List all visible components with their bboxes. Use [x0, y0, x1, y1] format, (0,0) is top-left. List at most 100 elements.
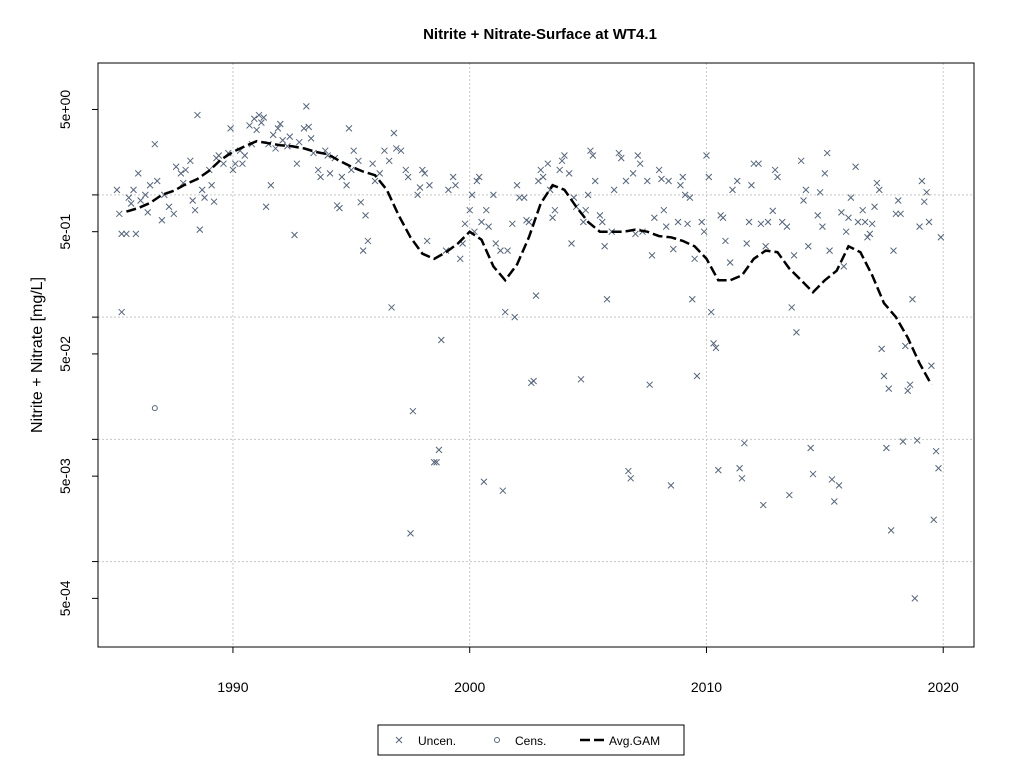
- point-uncen: [677, 181, 684, 189]
- point-uncen: [740, 439, 748, 447]
- point-uncen: [757, 220, 765, 228]
- point-uncen: [591, 177, 599, 185]
- point-uncen: [925, 218, 933, 226]
- point-uncen: [388, 304, 395, 311]
- point-uncen: [878, 345, 886, 353]
- point-uncen: [913, 437, 921, 444]
- point-uncen: [125, 194, 133, 201]
- point-uncen: [231, 160, 239, 168]
- point-uncen: [419, 166, 426, 174]
- point-uncen: [937, 233, 945, 241]
- point-uncen: [376, 170, 384, 177]
- point-uncen: [859, 206, 867, 214]
- point-uncen: [357, 198, 365, 206]
- point-uncen: [565, 170, 573, 177]
- point-uncen: [260, 114, 268, 121]
- point-uncen: [416, 184, 424, 191]
- point-uncen: [165, 203, 173, 211]
- data-points: [113, 103, 945, 602]
- point-uncen: [868, 220, 876, 228]
- point-uncen: [532, 292, 540, 299]
- point-uncen: [577, 375, 585, 383]
- point-uncen: [556, 166, 564, 174]
- point-uncen: [873, 179, 881, 187]
- point-uncen: [478, 218, 485, 226]
- point-uncen: [215, 152, 223, 159]
- point-uncen: [589, 152, 597, 159]
- point-uncen: [198, 186, 206, 194]
- legend-box: [377, 724, 685, 756]
- point-uncen: [750, 160, 758, 168]
- point-uncen: [579, 218, 587, 226]
- gam-line: [126, 139, 933, 386]
- point-uncen: [508, 220, 516, 228]
- point-uncen: [492, 240, 500, 247]
- point-uncen: [520, 194, 528, 201]
- point-uncen: [658, 175, 665, 183]
- point-uncen: [736, 464, 743, 472]
- point-uncen: [452, 181, 459, 189]
- point-uncen: [719, 214, 727, 222]
- point-uncen: [918, 177, 926, 185]
- point-uncen: [355, 157, 362, 165]
- point-uncen: [809, 470, 817, 478]
- point-uncen: [314, 166, 322, 174]
- point-uncen: [404, 173, 412, 181]
- point-uncen: [317, 173, 324, 181]
- point-uncen: [177, 170, 185, 177]
- point-uncen: [911, 595, 919, 602]
- point-uncen: [622, 177, 630, 185]
- point-uncen: [826, 247, 833, 254]
- legend-marker-cens: [494, 737, 500, 743]
- point-uncen: [423, 237, 431, 245]
- point-uncen: [511, 313, 519, 321]
- point-uncen: [887, 527, 895, 534]
- point-uncen: [345, 125, 353, 132]
- point-uncen: [816, 188, 824, 196]
- point-uncen: [369, 160, 376, 168]
- point-uncen: [286, 133, 294, 140]
- point-uncen: [674, 218, 682, 226]
- point-uncen: [660, 206, 668, 214]
- point-uncen: [632, 230, 639, 238]
- point-uncen: [807, 444, 814, 452]
- point-uncen: [227, 125, 234, 132]
- point-uncen: [904, 387, 912, 395]
- point-uncen: [172, 163, 180, 171]
- point-uncen: [828, 476, 836, 483]
- point-uncen: [894, 197, 902, 204]
- point-uncen: [456, 255, 464, 263]
- point-uncen: [525, 218, 533, 226]
- point-uncen: [802, 186, 810, 194]
- point-uncen: [158, 216, 166, 224]
- point-uncen: [132, 230, 140, 238]
- point-uncen: [305, 123, 313, 131]
- point-uncen: [885, 385, 893, 392]
- point-uncen: [916, 223, 923, 230]
- point-uncen: [783, 223, 791, 230]
- x-tick-label: 2000: [454, 679, 485, 695]
- point-uncen: [684, 220, 691, 228]
- point-uncen: [842, 228, 850, 236]
- point-uncen: [852, 163, 859, 171]
- point-uncen: [433, 458, 440, 466]
- point-uncen: [544, 160, 552, 168]
- point-uncen: [840, 263, 848, 270]
- point-uncen: [705, 173, 713, 181]
- point-uncen: [733, 177, 741, 185]
- point-uncen: [897, 210, 904, 218]
- point-uncen: [442, 247, 450, 254]
- point-uncen: [539, 173, 547, 181]
- point-uncen: [127, 200, 135, 207]
- point-uncen: [788, 304, 796, 311]
- point-uncen: [710, 340, 717, 347]
- point-uncen: [932, 447, 940, 455]
- point-uncen: [835, 482, 843, 489]
- point-uncen: [402, 166, 410, 174]
- point-uncen: [302, 103, 310, 110]
- point-uncen: [295, 138, 303, 146]
- chart-title: Nitrite + Nitrate-Surface at WT4.1: [423, 26, 657, 43]
- point-uncen: [407, 530, 414, 537]
- point-uncen: [686, 194, 694, 201]
- point-uncen: [568, 240, 575, 247]
